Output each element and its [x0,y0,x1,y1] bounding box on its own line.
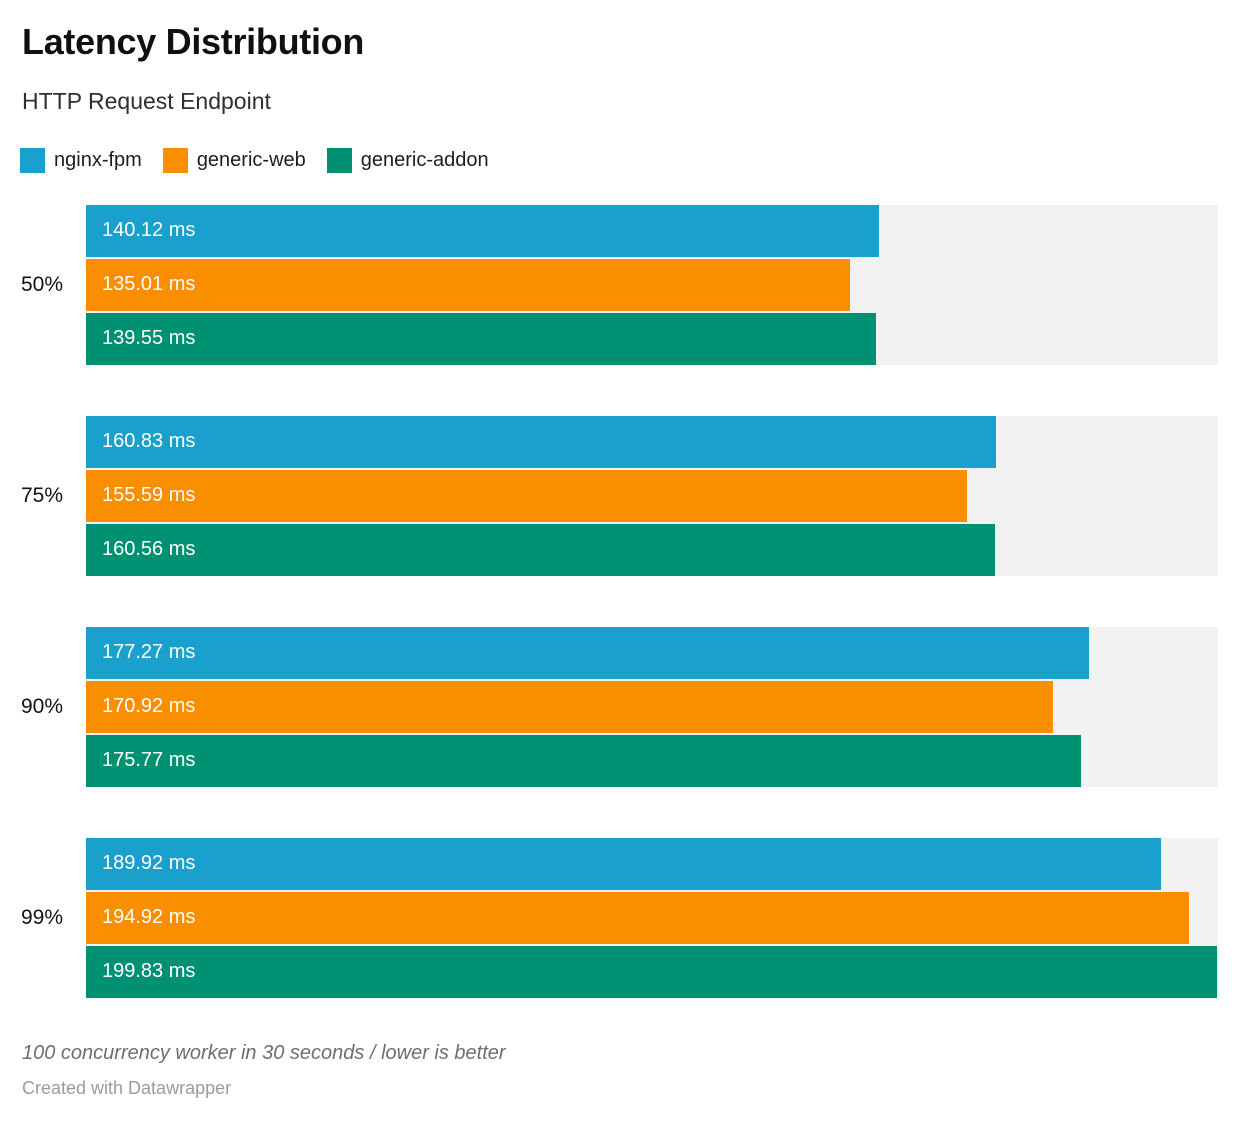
bar: 160.83 ms [86,415,997,468]
bar: 199.83 ms [86,945,1218,998]
footer-attribution: Created with Datawrapper [22,1077,232,1098]
page-subtitle: HTTP Request Endpoint [22,88,271,115]
bar: 170.92 ms [86,680,1054,733]
legend-label: generic-addon [360,148,489,171]
footer-note: 100 concurrency worker in 30 seconds / l… [22,1041,506,1064]
bar-group: 50% 140.12 ms 135.01 ms 139.55 ms [0,204,1240,365]
page: Latency Distribution HTTP Request Endpoi… [0,20,1240,1099]
row-label: 75% [21,483,64,507]
bar-track: 189.92 ms 194.92 ms 199.83 ms [86,837,1218,998]
bar-track: 140.12 ms 135.01 ms 139.55 ms [86,204,1218,365]
legend-item-nginx-fpm: nginx-fpm [20,147,142,173]
bar-value-label: 160.56 ms [102,538,196,561]
bar-value-label: 139.55 ms [102,327,196,350]
chart: 50% 140.12 ms 135.01 ms 139.55 ms 75% 160.83 … [0,204,1240,998]
legend-item-generic-addon: generic-addon [326,147,489,173]
legend-swatch-icon [162,147,188,173]
legend-label: generic-web [196,148,306,171]
bar-group: 75% 160.83 ms 155.59 ms 160.56 ms [0,415,1240,576]
bar: 139.55 ms [86,312,876,365]
bar: 135.01 ms [86,258,851,311]
bar-value-label: 170.92 ms [102,695,196,718]
bar: 160.56 ms [86,523,995,576]
bar: 140.12 ms [86,204,880,257]
bar-value-label: 175.77 ms [102,749,196,772]
bar-group: 90% 177.27 ms 170.92 ms 175.77 ms [0,626,1240,787]
bar-value-label: 177.27 ms [102,641,196,664]
bar: 155.59 ms [86,469,967,522]
bar-value-label: 160.83 ms [102,430,196,453]
legend-swatch-icon [326,147,352,173]
bar-value-label: 199.83 ms [102,960,196,983]
bar-value-label: 140.12 ms [102,219,196,242]
bar: 175.77 ms [86,734,1081,787]
bar-value-label: 135.01 ms [102,273,196,296]
legend: nginx-fpm generic-web generic-addon [20,147,1218,173]
bar-group: 99% 189.92 ms 194.92 ms 199.83 ms [0,837,1240,998]
bar-track: 177.27 ms 170.92 ms 175.77 ms [86,626,1218,787]
row-label: 50% [21,272,64,296]
row-label: 99% [21,905,64,929]
bar: 177.27 ms [86,626,1090,679]
bar-value-label: 189.92 ms [102,852,196,875]
bar-track: 160.83 ms 155.59 ms 160.56 ms [86,415,1218,576]
bar-value-label: 194.92 ms [102,906,196,929]
legend-item-generic-web: generic-web [162,147,306,173]
legend-swatch-icon [20,147,45,173]
row-label: 90% [21,694,64,718]
legend-label: nginx-fpm [54,148,142,171]
page-title: Latency Distribution [22,21,365,62]
bar: 194.92 ms [86,891,1190,944]
bar-value-label: 155.59 ms [102,484,196,507]
bar: 189.92 ms [86,837,1161,890]
